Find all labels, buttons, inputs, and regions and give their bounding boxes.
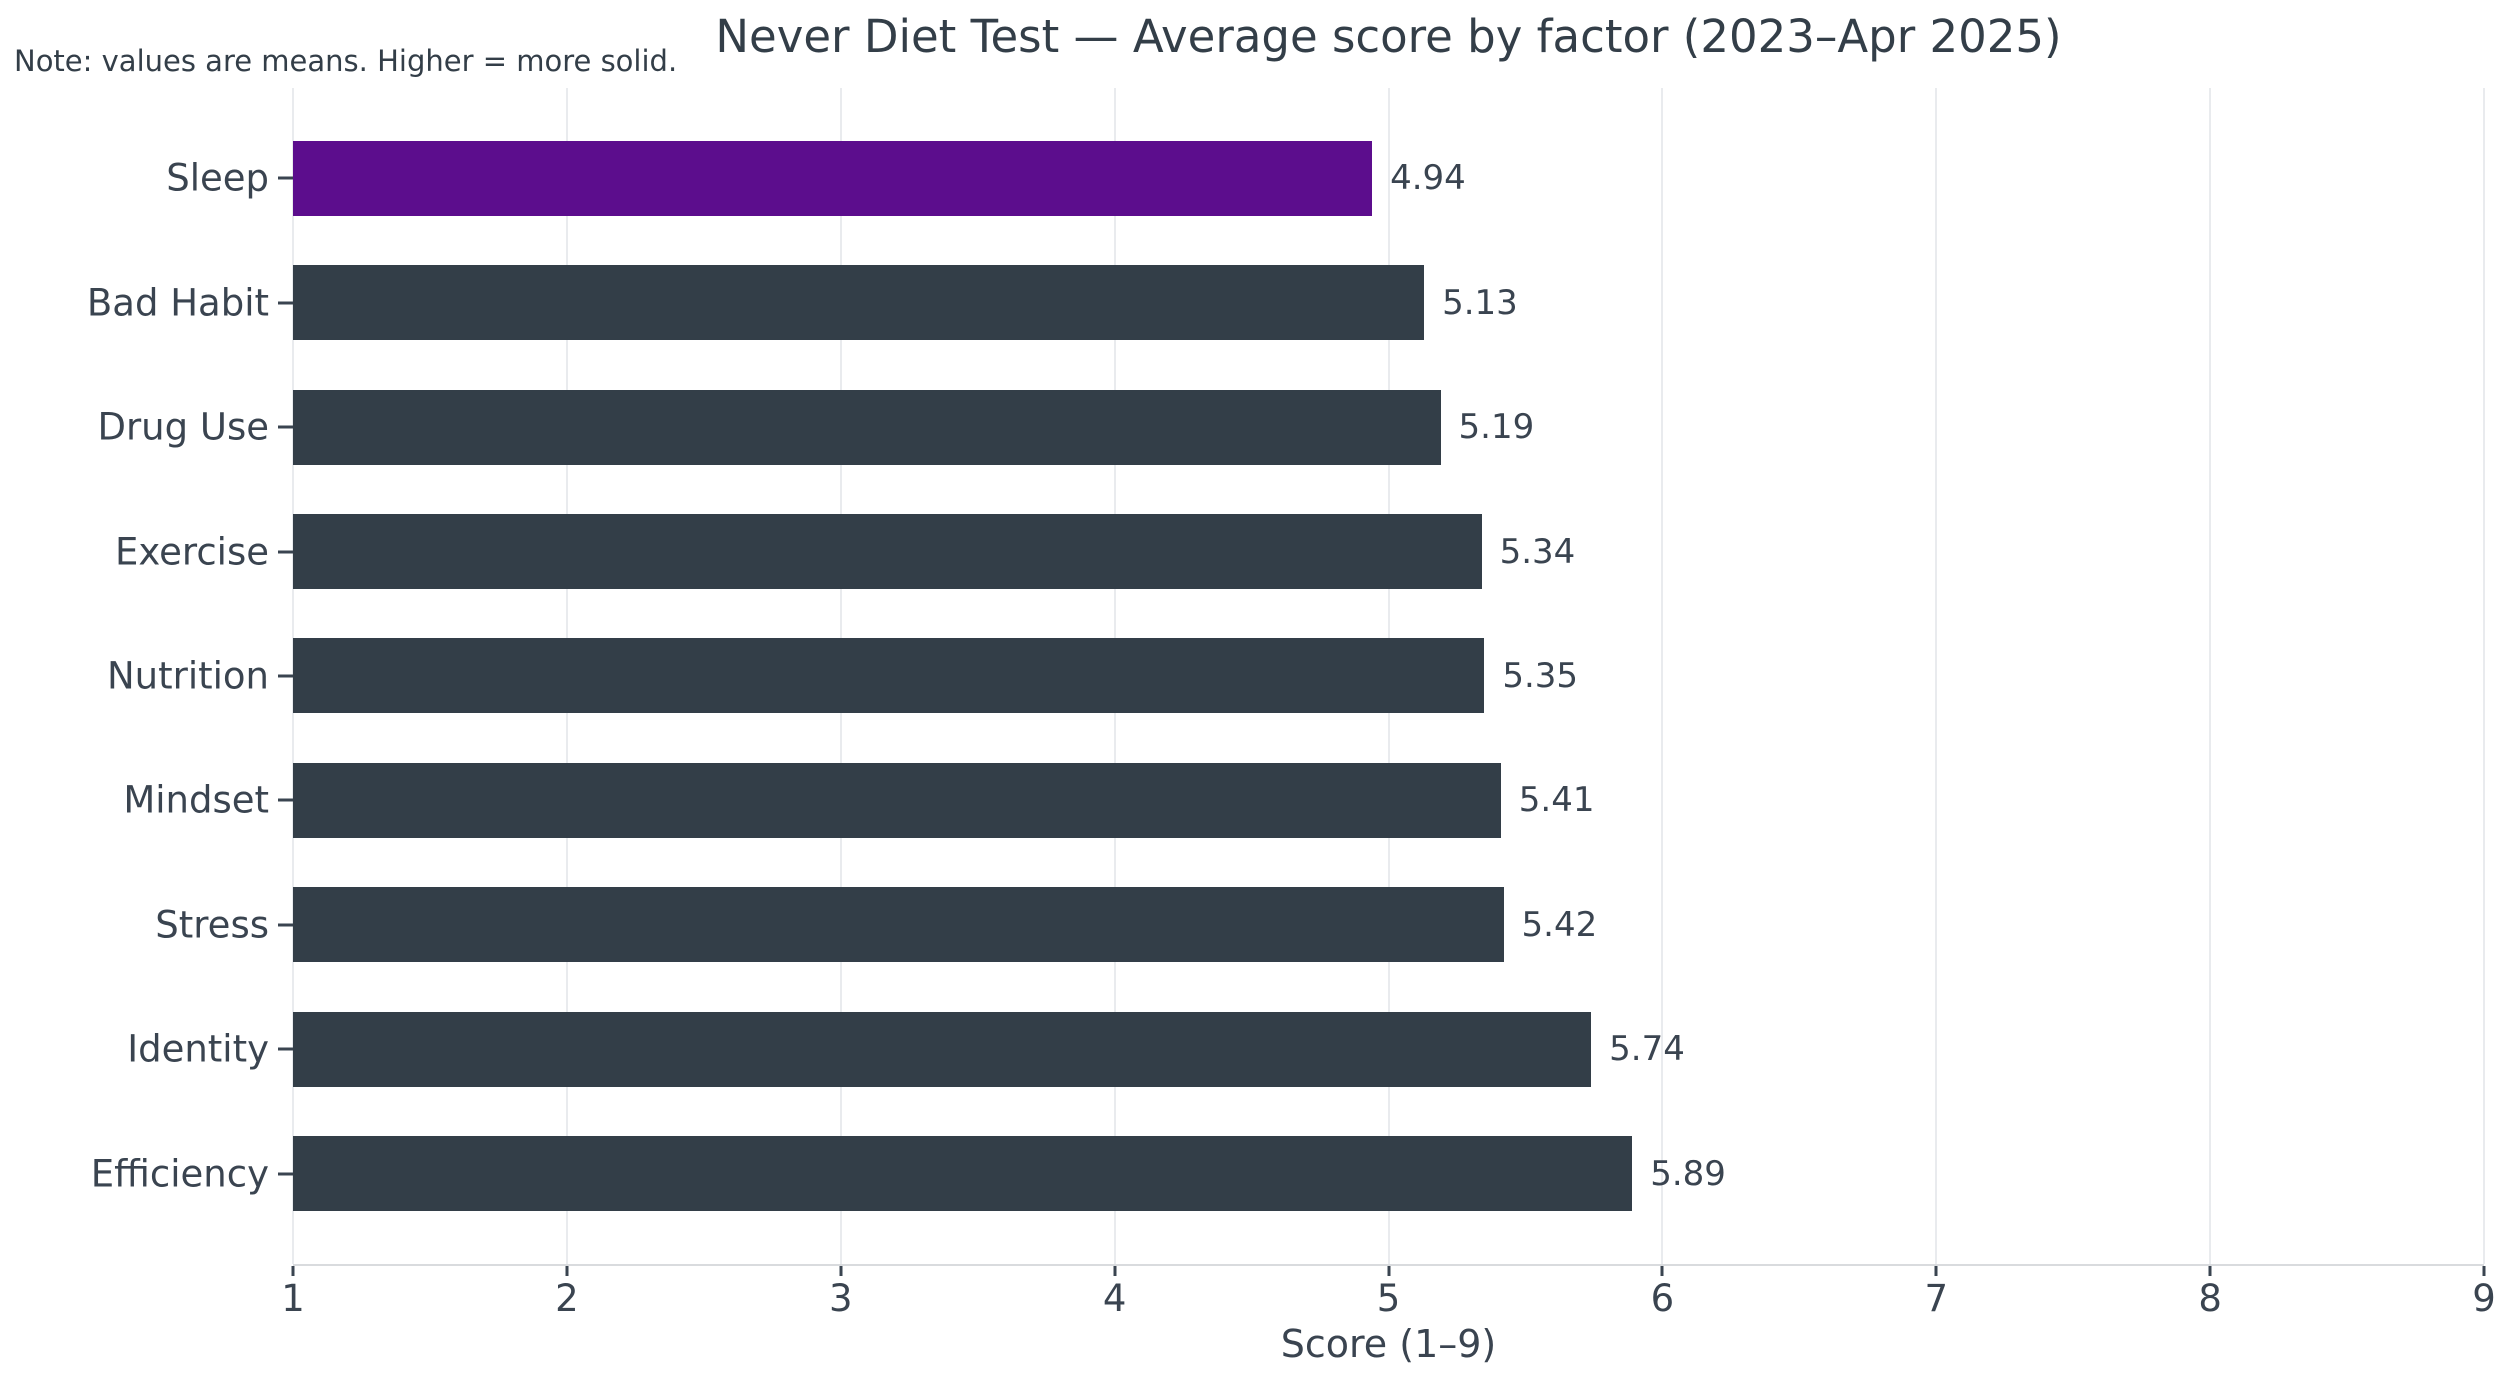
y-tick-mark: [278, 923, 293, 927]
x-tick-mark: [2482, 1266, 2486, 1276]
bar-row: Exercise 5.34: [115, 489, 2484, 613]
x-axis-label: Score (1–9): [1280, 1322, 1497, 1366]
bar-row: Nutrition 5.35: [107, 614, 2484, 738]
value-label: 4.94: [1390, 158, 1466, 199]
value-label: 5.35: [1502, 655, 1579, 696]
chart-note: Note: values are means. Higher = more so…: [14, 44, 678, 78]
category-label: Identity: [127, 1027, 269, 1071]
y-tick-mark: [278, 176, 293, 180]
bar-mindset: [293, 762, 1501, 838]
x-tick-mark: [839, 1266, 843, 1276]
value-label: 5.34: [1499, 531, 1576, 572]
category-label: Sleep: [166, 156, 269, 200]
x-tick-label: 4: [1102, 1277, 1127, 1320]
bar-sleep: [293, 140, 1373, 216]
category-label: Bad Habit: [86, 281, 269, 325]
bar-row: Sleep 4.94: [166, 116, 2484, 240]
x-tick-mark: [2208, 1266, 2212, 1276]
bar-efficiency: [293, 1136, 1633, 1212]
category-label: Nutrition: [106, 654, 269, 698]
y-tick-mark: [278, 1047, 293, 1051]
y-tick-mark: [278, 550, 293, 554]
x-tick-mark: [1113, 1266, 1117, 1276]
x-tick-mark: [1934, 1266, 1938, 1276]
bar-nutrition: [293, 638, 1485, 714]
category-label: Drug Use: [97, 405, 269, 449]
value-label: 5.89: [1650, 1153, 1726, 1194]
x-tick-label: 9: [2472, 1277, 2496, 1320]
x-tick-mark: [565, 1266, 569, 1276]
bar-identity: [293, 1011, 1592, 1087]
value-label: 5.41: [1518, 780, 1595, 821]
x-tick-label: 1: [281, 1277, 305, 1320]
gridline: [2483, 88, 2485, 1264]
plot-area: Sleep 4.94 Bad Habit 5.13 Drug Use 5.19 Exerci…: [87, 88, 2496, 1317]
value-label: 5.42: [1521, 904, 1598, 945]
value-label: 5.13: [1442, 282, 1518, 323]
bar-row: Efficiency 5.89: [91, 1112, 2484, 1236]
category-label: Exercise: [115, 530, 269, 574]
bar-row: Mindset 5.41: [123, 738, 2484, 862]
x-tick-mark: [1660, 1266, 1664, 1276]
gridline: [1935, 88, 1938, 1264]
bar-row: Identity 5.74: [127, 987, 2484, 1111]
bar-exercise: [293, 514, 1482, 590]
x-tick-label: 8: [2198, 1277, 2222, 1320]
y-tick-mark: [278, 1172, 293, 1176]
x-tick-label: 5: [1376, 1277, 1401, 1320]
y-tick-mark: [278, 425, 293, 429]
category-label: Mindset: [123, 778, 269, 822]
y-tick-mark: [278, 301, 293, 305]
value-label: 5.19: [1458, 407, 1535, 448]
category-label: Efficiency: [90, 1152, 269, 1196]
y-tick-mark: [278, 798, 293, 802]
bar-row: Bad Habit 5.13: [87, 240, 2484, 364]
x-tick-label: 7: [1924, 1277, 1949, 1320]
bar-drug-use: [293, 389, 1441, 465]
gridline: [1661, 88, 1664, 1264]
gridline: [2209, 88, 2212, 1264]
category-label: Stress: [155, 903, 269, 947]
x-tick-mark: [1387, 1266, 1390, 1276]
chart-title: Never Diet Test — Average score by facto…: [715, 10, 2062, 63]
x-tick-label: 6: [1650, 1277, 1675, 1320]
x-tick-mark: [291, 1266, 295, 1276]
bar-bad-habit: [293, 265, 1425, 341]
value-label: 5.74: [1609, 1029, 1685, 1070]
bar-row: Stress 5.42: [155, 863, 2484, 987]
bar-stress: [293, 887, 1504, 963]
y-tick-mark: [278, 674, 293, 678]
x-tick-label: 3: [828, 1277, 853, 1320]
bar-row: Drug Use 5.19: [97, 365, 2484, 489]
x-tick-label: 2: [555, 1277, 579, 1320]
bars-area: Sleep 4.94 Bad Habit 5.13 Drug Use 5.19 Exerci…: [87, 116, 2484, 1236]
